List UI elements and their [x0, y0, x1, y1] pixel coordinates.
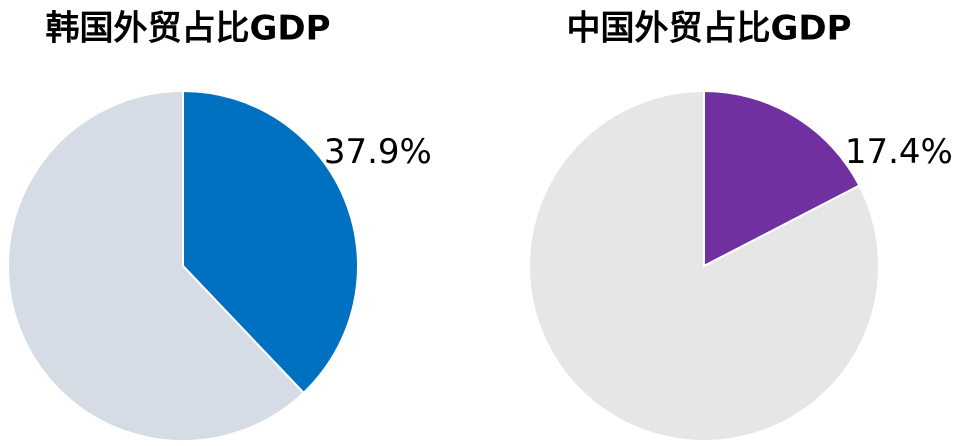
chart-title: 中国外贸占比GDP [566, 9, 851, 49]
pie-slice [703, 89, 861, 268]
chart-title: 韩国外贸占比GDP [45, 9, 330, 49]
pie-slice [528, 89, 880, 442]
value-label: 17.4% [845, 132, 953, 172]
pie-slice [182, 89, 359, 395]
value-label: 37.9% [324, 132, 432, 172]
pie-slice [7, 89, 306, 442]
